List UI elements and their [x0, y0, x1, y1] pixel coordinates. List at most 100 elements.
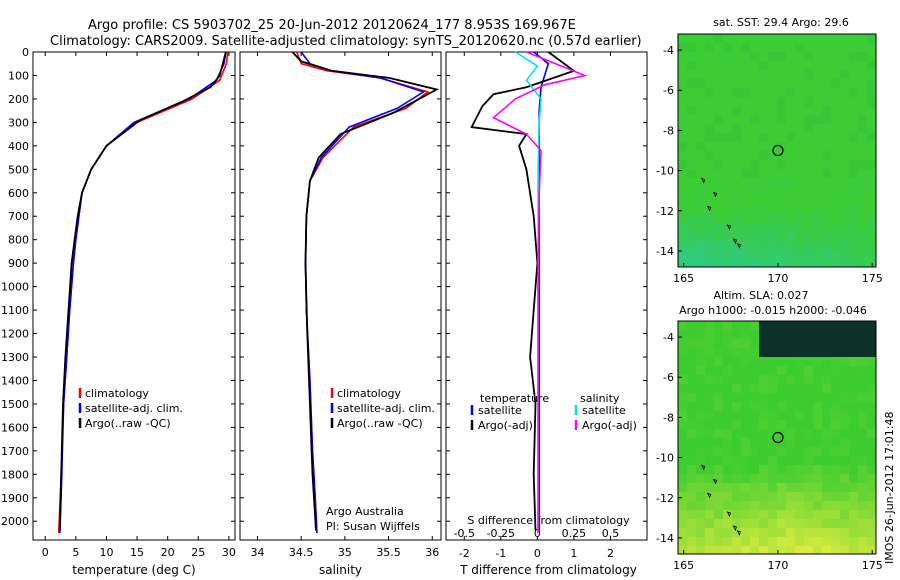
- map-cell: [867, 546, 876, 554]
- map-cell: [867, 438, 876, 448]
- map-cell: [714, 250, 724, 260]
- map-cell: [795, 330, 805, 340]
- map-cell: [858, 259, 868, 267]
- map-cell: [705, 465, 715, 475]
- map-cell: [849, 483, 859, 493]
- map-cell: [831, 402, 841, 412]
- map-cell: [750, 250, 760, 260]
- map-cell: [750, 214, 760, 224]
- map-cell: [714, 357, 724, 367]
- map-cell: [723, 178, 733, 188]
- map-cell: [858, 241, 868, 251]
- map-cell: [705, 115, 715, 125]
- map-cell: [822, 151, 832, 161]
- map-cell: [732, 241, 742, 251]
- island-outline: [712, 191, 718, 198]
- map-cell: [786, 133, 796, 143]
- map-cell: [741, 429, 751, 439]
- map-cell: [759, 357, 769, 367]
- map-cell: [732, 483, 742, 493]
- map-cell: [840, 519, 850, 529]
- map-cell: [741, 546, 751, 554]
- map-cell: [741, 61, 751, 71]
- map-cell: [813, 339, 823, 349]
- map-cell: [714, 384, 724, 394]
- map-cell: [768, 510, 778, 520]
- map-cell: [732, 438, 742, 448]
- map-cell: [813, 528, 823, 538]
- map-cell: [786, 474, 796, 484]
- map-cell: [705, 411, 715, 421]
- map-cell: [831, 124, 841, 134]
- island-outline: [732, 525, 737, 532]
- map-cell: [741, 232, 751, 242]
- map-cell: [678, 79, 688, 89]
- map-y-tick-label: -4: [663, 331, 674, 344]
- map-cell: [687, 384, 697, 394]
- map-cell: [777, 510, 787, 520]
- map-cell: [777, 366, 787, 376]
- map-cell: [723, 259, 733, 267]
- map-cell: [849, 429, 859, 439]
- map-cell: [795, 259, 805, 267]
- map-cell: [768, 519, 778, 529]
- map-cell: [732, 88, 742, 98]
- map-cell: [804, 34, 814, 44]
- map-cell: [867, 474, 876, 484]
- map-cell: [705, 537, 715, 547]
- map-cell: [732, 133, 742, 143]
- map-cell: [786, 411, 796, 421]
- map-cell: [687, 259, 697, 267]
- map-cell: [678, 438, 688, 448]
- map-cell: [804, 79, 814, 89]
- map-cell: [840, 187, 850, 197]
- map-cell: [849, 259, 859, 267]
- map-cell: [867, 142, 876, 152]
- map-cell: [840, 142, 850, 152]
- temperature-panel: 0100200300400500600700800900100011001200…: [1, 46, 236, 577]
- header-line2: Climatology: CARS2009. Satellite-adjuste…: [50, 34, 642, 49]
- map-cell: [687, 438, 697, 448]
- map-cell: [759, 43, 769, 53]
- map-cell: [696, 330, 706, 340]
- map-cell: [705, 393, 715, 403]
- map-cell: [732, 70, 742, 80]
- map-cell: [867, 34, 876, 44]
- map-cell: [840, 330, 850, 340]
- map-cell: [750, 142, 760, 152]
- map-cell: [759, 537, 769, 547]
- x-tick-label: 34.5: [289, 546, 314, 559]
- y-tick-label: 1500: [1, 398, 29, 411]
- map-cell: [822, 447, 832, 457]
- map-cell: [786, 456, 796, 466]
- map-cell: [750, 375, 760, 385]
- map-cell: [822, 160, 832, 170]
- map-cell: [822, 429, 832, 439]
- map-cell: [777, 483, 787, 493]
- map-cell: [840, 61, 850, 71]
- map-cell: [705, 142, 715, 152]
- map-y-tick-label: -6: [663, 84, 674, 97]
- map-cell: [840, 465, 850, 475]
- map-cell: [687, 528, 697, 538]
- map-cell: [867, 205, 876, 215]
- map-cell: [768, 321, 778, 331]
- map-cell: [741, 402, 751, 412]
- map-cell: [714, 52, 724, 62]
- map-cell: [759, 528, 769, 538]
- map-cell: [849, 214, 859, 224]
- map-cell: [705, 43, 715, 53]
- map-cell: [804, 52, 814, 62]
- map-cell: [804, 465, 814, 475]
- map-cell: [678, 546, 688, 554]
- map-cell: [687, 402, 697, 412]
- y-tick-label: 800: [8, 234, 29, 247]
- map-cell: [822, 465, 832, 475]
- map-cell: [840, 474, 850, 484]
- map-cell: [768, 384, 778, 394]
- map-cell: [867, 169, 876, 179]
- map-cell: [759, 61, 769, 71]
- map-cell: [687, 79, 697, 89]
- map-cell: [696, 187, 706, 197]
